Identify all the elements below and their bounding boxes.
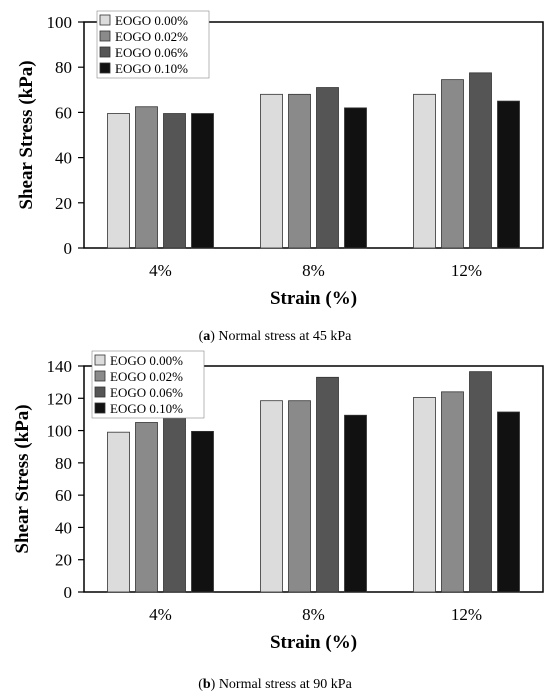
bar-eogo-0-00--1 [107, 431, 130, 593]
bar-eogo-0-02--2 [288, 93, 311, 249]
y-tick-label: 60 [55, 486, 72, 505]
y-tick-label: 140 [47, 357, 73, 376]
y-axis-title: Shear Stress (kPa) [16, 60, 37, 209]
legend-label: EOGO 0.00% [110, 353, 183, 368]
caption-label: b [203, 677, 211, 692]
legend-box [91, 350, 205, 419]
x-axis-title: Strain (%) [270, 288, 357, 309]
bar-eogo-0-06--1 [163, 413, 186, 593]
x-tick-label: 8% [302, 605, 325, 624]
legend-swatch [94, 370, 106, 382]
bar-eogo-0-02--3 [441, 391, 464, 593]
legend-box [96, 10, 210, 79]
y-tick-label: 80 [55, 454, 72, 473]
legend: EOGO 0.00%EOGO 0.02%EOGO 0.06%EOGO 0.10% [91, 350, 205, 419]
legend: EOGO 0.00%EOGO 0.02%EOGO 0.06%EOGO 0.10% [96, 10, 210, 79]
legend-label: EOGO 0.02% [110, 369, 183, 384]
y-tick-label: 100 [47, 422, 73, 441]
bar-eogo-0-02--3 [441, 79, 464, 249]
x-tick-label: 4% [149, 261, 172, 280]
bar-eogo-0-06--1 [163, 113, 186, 249]
x-tick-label: 4% [149, 605, 172, 624]
legend-label: EOGO 0.00% [115, 13, 188, 28]
legend-swatch [99, 46, 111, 58]
y-tick-label: 60 [55, 103, 72, 122]
bar-eogo-0-00--3 [413, 397, 436, 593]
y-axis-title: Shear Stress (kPa) [12, 404, 33, 553]
x-tick-label: 12% [451, 605, 482, 624]
legend-swatch [99, 62, 111, 74]
x-tick-label: 12% [451, 261, 482, 280]
legend-label: EOGO 0.02% [115, 29, 188, 44]
legend-label: EOGO 0.06% [110, 385, 183, 400]
bar-eogo-0-00--2 [260, 400, 283, 593]
bar-eogo-0-06--3 [469, 371, 492, 593]
bar-eogo-0-02--2 [288, 400, 311, 593]
figure-caption: (b) Normal stress at 90 kPa [198, 677, 352, 692]
caption-text: ) Normal stress at 90 kPa [211, 677, 353, 692]
caption-text: ) Normal stress at 45 kPa [210, 329, 352, 344]
bar-eogo-0-00--1 [107, 113, 130, 249]
bar-eogo-0-06--2 [316, 376, 339, 593]
caption-label: a [203, 329, 210, 344]
legend-swatch [99, 30, 111, 42]
legend-label: EOGO 0.06% [115, 45, 188, 60]
bar-eogo-0-06--3 [469, 72, 492, 249]
bar-eogo-0-02--1 [135, 106, 158, 249]
y-tick-label: 80 [55, 58, 72, 77]
legend-swatch [94, 402, 106, 414]
legend-label: EOGO 0.10% [115, 61, 188, 76]
plot-frame [83, 21, 544, 249]
y-tick-label: 0 [64, 239, 73, 258]
bar-eogo-0-10--3 [497, 411, 520, 593]
legend-swatch [94, 386, 106, 398]
legend-swatch [99, 14, 111, 26]
plot-frame [83, 365, 544, 593]
bar-eogo-0-10--1 [191, 430, 214, 593]
bar-eogo-0-10--1 [191, 113, 214, 249]
bar-eogo-0-02--1 [135, 422, 158, 593]
bar-eogo-0-10--3 [497, 100, 520, 249]
y-tick-label: 40 [55, 149, 72, 168]
chart-1: 0 20 40 60 80 100 Shear Stress (kPa) 4% 8% 12% Str… [16, 10, 544, 344]
bar-eogo-0-10--2 [344, 107, 367, 249]
y-tick-label: 20 [55, 194, 72, 213]
bar-eogo-0-00--3 [413, 93, 436, 249]
bar-eogo-0-10--2 [344, 414, 367, 593]
legend-swatch [94, 354, 106, 366]
y-tick-label: 0 [64, 583, 73, 602]
y-tick-label: 120 [47, 389, 73, 408]
x-axis-title: Strain (%) [270, 632, 357, 653]
y-tick-label: 20 [55, 551, 72, 570]
x-tick-label: 8% [302, 261, 325, 280]
figure-caption: (a) Normal stress at 45 kPa [199, 329, 353, 344]
bar-eogo-0-06--2 [316, 87, 339, 249]
chart-2: 0 20 40 60 80 100 120 140 Shear Stress (kPa) 4% 8%… [12, 350, 544, 692]
bar-eogo-0-00--2 [260, 93, 283, 249]
y-tick-label: 100 [47, 13, 73, 32]
legend-label: EOGO 0.10% [110, 401, 183, 416]
y-tick-label: 40 [55, 518, 72, 537]
